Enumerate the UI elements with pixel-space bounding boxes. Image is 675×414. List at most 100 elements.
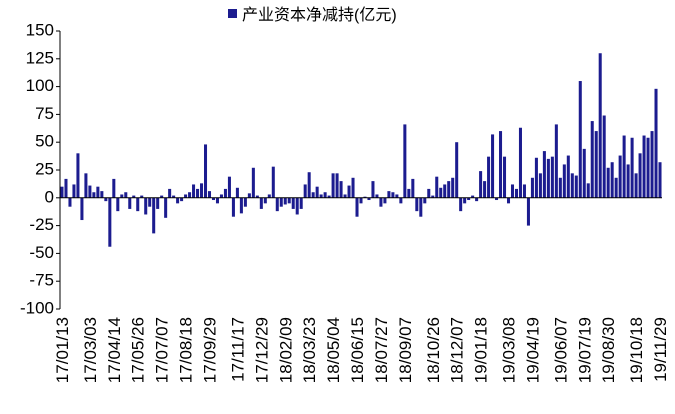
bar	[355, 197, 359, 217]
x-tick-label: 19/01/18	[472, 317, 491, 383]
bar	[510, 184, 515, 198]
bar	[495, 197, 499, 201]
bar	[307, 172, 311, 198]
bar	[646, 137, 650, 198]
bar	[227, 176, 231, 198]
bar	[347, 185, 351, 198]
bar	[303, 184, 307, 198]
bar	[566, 155, 570, 198]
x-tick-label: 19/07/19	[575, 317, 594, 383]
bar	[550, 156, 554, 198]
bar	[279, 197, 283, 207]
bar	[156, 197, 160, 209]
bar	[475, 197, 479, 202]
bar	[104, 197, 108, 202]
bar	[443, 184, 447, 198]
x-tick-label: 18/06/15	[348, 317, 367, 383]
bar	[331, 173, 335, 198]
bar	[503, 156, 507, 198]
bar	[487, 156, 491, 198]
x-tick-label: 17/05/26	[129, 317, 148, 383]
bar	[243, 197, 247, 207]
bar	[207, 191, 212, 198]
x-tick-label: 17/08/18	[177, 317, 196, 383]
bar	[184, 194, 188, 198]
x-tick-label: 19/06/07	[551, 317, 570, 383]
bar	[180, 197, 184, 202]
bar	[467, 197, 471, 201]
bar	[84, 173, 88, 198]
legend-swatch	[228, 9, 237, 18]
bar	[112, 178, 116, 198]
bar	[132, 195, 136, 198]
bar	[403, 124, 407, 198]
x-tick-label: 17/07/07	[153, 317, 172, 383]
bar	[590, 121, 594, 198]
x-tick-label: 19/11/29	[651, 317, 670, 382]
bar	[231, 197, 235, 217]
bar	[80, 197, 84, 221]
bar	[602, 115, 606, 198]
bar	[255, 195, 259, 198]
y-tick-label: -100	[20, 298, 54, 317]
bar	[343, 194, 347, 198]
bar	[574, 175, 578, 198]
bar	[359, 197, 363, 204]
bar	[128, 197, 132, 209]
bar	[204, 144, 208, 198]
bar	[447, 181, 451, 198]
x-tick-label: 19/04/19	[523, 317, 542, 383]
bar	[235, 187, 239, 198]
y-tick-label: 25	[35, 159, 54, 178]
bar	[459, 197, 463, 212]
bar	[439, 187, 443, 198]
x-tick-label: 17/03/03	[81, 317, 100, 383]
bar	[283, 197, 287, 205]
bar	[100, 191, 104, 198]
bar	[395, 194, 399, 198]
x-tick-label: 17/04/14	[105, 317, 124, 383]
bar	[530, 177, 534, 198]
bar	[642, 135, 646, 198]
bar	[499, 131, 503, 198]
bar	[168, 188, 172, 198]
bar	[387, 191, 391, 198]
x-tick-label: 18/02/09	[276, 317, 295, 383]
bar	[176, 197, 180, 204]
bar	[60, 186, 64, 198]
bar	[534, 157, 538, 198]
y-tick-label: -50	[29, 243, 54, 262]
bar	[606, 167, 610, 198]
legend-label: 产业资本净减持(亿元)	[242, 6, 397, 24]
bar	[263, 197, 267, 204]
bar	[554, 124, 558, 198]
bar	[483, 181, 487, 198]
bar	[578, 81, 582, 198]
bar	[522, 184, 526, 198]
bar	[275, 197, 279, 212]
y-tick-label: -25	[29, 215, 54, 234]
bar	[291, 197, 295, 209]
bar	[92, 192, 96, 198]
bar	[558, 177, 562, 198]
x-tick-label: 17/12/29	[252, 317, 271, 383]
bar	[299, 197, 303, 209]
bar	[295, 197, 299, 215]
bar	[88, 185, 92, 198]
bar	[491, 134, 495, 198]
bar	[323, 192, 327, 198]
bar	[363, 196, 367, 198]
bar	[586, 183, 590, 198]
y-tick-label: 75	[35, 104, 54, 123]
bar	[108, 197, 112, 247]
bar	[339, 181, 343, 198]
bar	[375, 194, 379, 198]
y-tick-label: 50	[35, 132, 54, 151]
bar	[471, 195, 475, 198]
bar	[538, 173, 542, 198]
y-tick-label: -75	[29, 271, 54, 290]
x-tick-label: 18/09/07	[396, 317, 415, 383]
bar	[319, 194, 323, 198]
bar	[192, 184, 196, 198]
bar	[219, 194, 223, 198]
